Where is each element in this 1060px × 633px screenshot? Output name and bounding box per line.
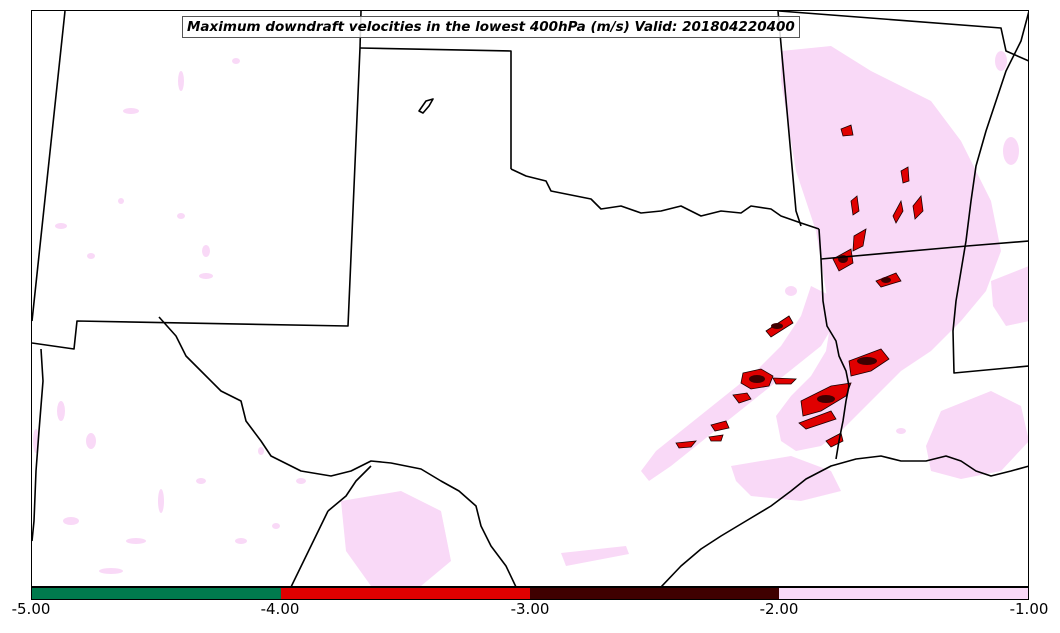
- downdraft-cell: [710, 420, 730, 432]
- downdraft-speckle: [57, 401, 65, 421]
- downdraft-speckle: [158, 489, 164, 513]
- border-upper-east: [778, 11, 1028, 62]
- downdraft-cell: [708, 434, 724, 442]
- downdraft-speckle: [202, 245, 210, 257]
- downdraft-cell: [852, 228, 867, 252]
- border-ms-al: [966, 240, 1028, 247]
- downdraft-speckle: [55, 223, 67, 229]
- downdraft-speckle: [896, 428, 906, 434]
- downdraft-band-lower-louisiana: [926, 391, 1028, 479]
- colorbar: [31, 587, 1029, 600]
- weak-downdraft-areas: [33, 46, 1028, 586]
- colorbar-bin-moderate: [530, 588, 779, 599]
- downdraft-speckle: [87, 253, 95, 259]
- colorbar-bin-weak: [779, 588, 1028, 599]
- downdraft-speckle: [296, 478, 306, 484]
- downdraft-band-central-texas: [641, 286, 836, 481]
- downdraft-patch-coastal-bend: [561, 546, 629, 566]
- downdraft-speckle: [118, 198, 124, 204]
- border-mexico-west: [290, 510, 329, 586]
- downdraft-speckle: [995, 51, 1007, 71]
- border-oklahoma-panhandle: [359, 47, 512, 169]
- border-texas-east: [818, 228, 850, 460]
- downdraft-speckle: [86, 433, 96, 449]
- downdraft-core: [817, 395, 835, 403]
- border-mexico-inner: [327, 465, 372, 512]
- downdraft-core: [749, 375, 765, 383]
- downdraft-speckle: [785, 286, 797, 296]
- downdraft-speckle: [272, 523, 280, 529]
- downdraft-speckle: [177, 213, 185, 219]
- colorbar-tick-label: -5.00: [11, 600, 51, 618]
- coastline-gulf: [660, 455, 1028, 586]
- downdraft-patch-south-texas: [341, 491, 451, 586]
- downdraft-cell: [840, 124, 854, 137]
- downdraft-speckle: [123, 108, 139, 114]
- downdraft-speckle: [235, 538, 247, 544]
- border-west-edge: [32, 348, 44, 542]
- downdraft-cell: [912, 195, 924, 220]
- border-texas-west: [32, 47, 361, 350]
- state-borders: [32, 11, 1028, 586]
- downdraft-core: [771, 323, 783, 329]
- downdraft-cell: [772, 377, 797, 385]
- border-ar-la: [820, 245, 968, 260]
- downdraft-cell: [732, 392, 752, 404]
- downdraft-speckle: [196, 478, 206, 484]
- border-ms-river: [952, 11, 1028, 374]
- downdraft-speckle: [63, 517, 79, 525]
- downdraft-speckle: [178, 71, 184, 91]
- border-ok-ar: [777, 11, 802, 227]
- downdraft-band-arklatex: [776, 46, 1001, 451]
- colorbar-bin-strongest: [32, 588, 281, 599]
- downdraft-speckle: [126, 538, 146, 544]
- map-panel: [31, 10, 1029, 587]
- lake-texoma: [418, 98, 434, 114]
- downdraft-core: [857, 357, 877, 365]
- border-nm-co: [32, 11, 66, 322]
- map-title: Maximum downdraft velocities in the lowe…: [182, 16, 800, 38]
- downdraft-cell: [892, 199, 904, 224]
- border-tx-nm: [158, 316, 517, 586]
- downdraft-cell: [675, 440, 697, 449]
- downdraft-cell: [798, 410, 837, 430]
- downdraft-speckle: [199, 273, 213, 279]
- downdraft-cell: [825, 432, 844, 448]
- downdraft-core: [881, 277, 891, 283]
- downdraft-speckle: [99, 568, 123, 574]
- colorbar-tick-label: -2.00: [759, 600, 799, 618]
- colorbar-tick-label: -1.00: [1009, 600, 1049, 618]
- colorbar-tick-label: -4.00: [260, 600, 300, 618]
- border-red-river: [510, 168, 820, 230]
- colorbar-bin-strong: [281, 588, 530, 599]
- downdraft-cell: [900, 166, 910, 184]
- downdraft-patch-far-east: [991, 266, 1028, 326]
- downdraft-speckle: [258, 447, 264, 455]
- downdraft-cell: [850, 195, 860, 216]
- map-canvas: [32, 11, 1028, 586]
- colorbar-tick-label: -3.00: [510, 600, 550, 618]
- downdraft-speckle: [1003, 137, 1019, 165]
- downdraft-speckle: [232, 58, 240, 64]
- downdraft-speckle: [981, 237, 991, 245]
- downdraft-patch-gulf-coast: [731, 456, 841, 501]
